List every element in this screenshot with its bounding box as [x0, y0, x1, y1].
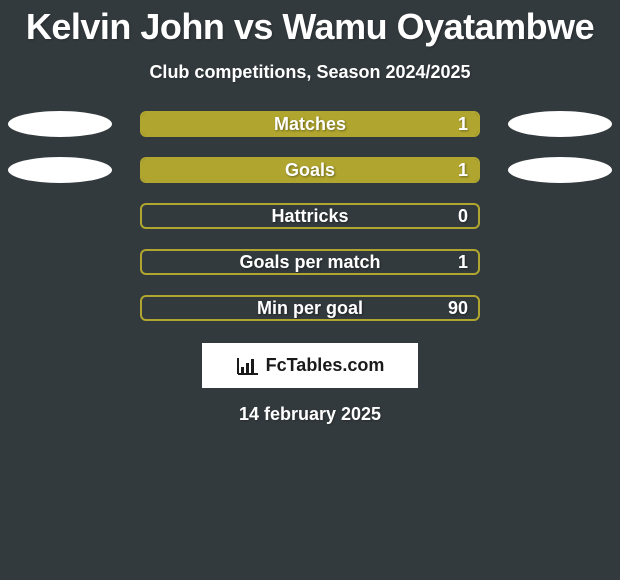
stat-row: Min per goal 90: [0, 295, 620, 321]
player-ellipse-left: [8, 157, 112, 183]
stat-value: 1: [458, 159, 468, 181]
stat-label: Hattricks: [271, 205, 348, 227]
stat-label: Goals per match: [239, 251, 380, 273]
stat-row: Goals per match 1: [0, 249, 620, 275]
stat-bar: Goals 1: [140, 157, 480, 183]
logo-box: FcTables.com: [202, 343, 418, 388]
stat-value: 1: [458, 113, 468, 135]
player-ellipse-left: [8, 111, 112, 137]
stat-bar: Matches 1: [140, 111, 480, 137]
player-ellipse-right: [508, 157, 612, 183]
stat-row: Goals 1: [0, 157, 620, 183]
stat-label: Goals: [285, 159, 335, 181]
subtitle: Club competitions, Season 2024/2025: [149, 62, 470, 83]
stat-label: Matches: [274, 113, 346, 135]
player-ellipse-right: [508, 111, 612, 137]
stat-rows: Matches 1 Goals 1 Hattricks 0 Goals per match 1…: [0, 111, 620, 321]
stat-row: Hattricks 0: [0, 203, 620, 229]
date: 14 february 2025: [239, 404, 381, 425]
stat-value: 90: [448, 297, 468, 319]
stat-row: Matches 1: [0, 111, 620, 137]
stat-bar: Min per goal 90: [140, 295, 480, 321]
title: Kelvin John vs Wamu Oyatambwe: [26, 6, 594, 48]
stat-bar: Hattricks 0: [140, 203, 480, 229]
stat-label: Min per goal: [257, 297, 363, 319]
stat-bar: Goals per match 1: [140, 249, 480, 275]
stat-value: 1: [458, 251, 468, 273]
comparison-card: Kelvin John vs Wamu Oyatambwe Club compe…: [0, 0, 620, 580]
barchart-icon: [236, 356, 260, 376]
stat-value: 0: [458, 205, 468, 227]
logo-text: FcTables.com: [266, 355, 385, 376]
